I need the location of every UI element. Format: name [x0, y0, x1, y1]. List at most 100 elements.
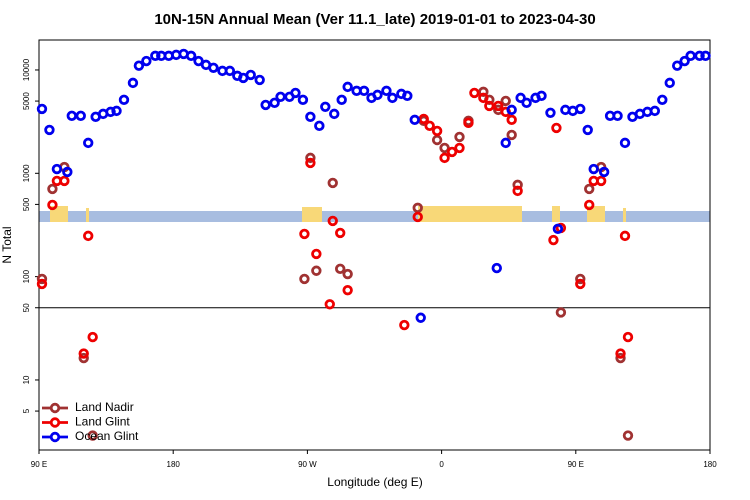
point — [584, 183, 595, 195]
land-patch — [302, 207, 322, 222]
point — [493, 100, 504, 112]
point — [575, 273, 586, 285]
y-tick-label: 5000 — [22, 92, 31, 110]
point — [622, 331, 634, 343]
point — [424, 120, 435, 132]
point — [329, 108, 340, 120]
land-patch — [50, 206, 68, 222]
point — [193, 55, 204, 67]
point — [463, 117, 474, 129]
point — [83, 230, 94, 242]
point — [78, 348, 89, 359]
land-patch — [587, 206, 605, 222]
point — [649, 105, 661, 117]
point — [409, 114, 420, 126]
point — [47, 183, 58, 195]
point — [127, 77, 139, 89]
point — [311, 248, 322, 260]
y-axis-label: N Total — [0, 226, 14, 263]
point — [335, 227, 346, 239]
point — [208, 62, 219, 73]
chart-title: 10N-15N Annual Mean (Ver 11.1_late) 2019… — [154, 11, 595, 28]
point — [500, 137, 511, 149]
point — [700, 50, 711, 62]
point — [118, 94, 130, 106]
point — [619, 230, 631, 242]
point — [275, 91, 286, 102]
point — [694, 50, 705, 62]
y-tick-label: 1000 — [22, 164, 31, 182]
point — [506, 129, 517, 141]
x-tick-label: 90 W — [298, 460, 317, 469]
point — [584, 199, 595, 211]
point — [582, 124, 593, 136]
point — [431, 134, 443, 146]
point — [62, 166, 73, 178]
point — [664, 77, 675, 89]
point — [575, 278, 586, 290]
point — [506, 104, 517, 116]
x-tick-label: 180 — [167, 460, 181, 469]
point — [335, 263, 346, 275]
point — [469, 87, 480, 99]
ocean-band — [39, 211, 710, 222]
point — [555, 307, 567, 318]
point — [412, 202, 423, 214]
point — [372, 89, 383, 101]
point — [260, 99, 271, 111]
point — [478, 86, 489, 98]
point — [327, 177, 338, 189]
legend-marker — [49, 431, 61, 443]
point — [575, 103, 586, 115]
point — [224, 65, 236, 77]
point — [439, 142, 450, 154]
point — [299, 273, 310, 285]
point — [87, 331, 98, 343]
point — [671, 60, 683, 71]
legend-marker — [49, 402, 61, 414]
point — [327, 215, 338, 227]
x-tick-label: 90 E — [31, 460, 47, 469]
point — [305, 111, 316, 123]
point — [290, 87, 301, 99]
x-tick-label: 180 — [703, 460, 717, 469]
point — [342, 81, 353, 93]
point — [254, 74, 265, 86]
point — [36, 273, 48, 285]
y-tick-label: 10000 — [22, 58, 31, 81]
point — [36, 278, 48, 290]
land-patch — [86, 208, 89, 222]
point — [679, 55, 690, 67]
point — [588, 163, 599, 175]
point — [311, 265, 322, 276]
point — [105, 106, 116, 118]
point — [358, 85, 370, 97]
point — [47, 199, 58, 211]
point — [545, 107, 556, 119]
point — [446, 146, 458, 158]
legend-marker — [49, 417, 61, 428]
point — [536, 90, 547, 102]
point — [324, 299, 335, 310]
point — [305, 152, 316, 164]
point — [399, 319, 410, 331]
point — [552, 223, 564, 235]
point — [615, 348, 626, 359]
point — [111, 105, 122, 117]
point — [595, 175, 607, 187]
point — [245, 69, 256, 81]
point — [478, 92, 489, 104]
point — [515, 92, 526, 104]
point — [551, 122, 562, 134]
point — [512, 179, 523, 191]
point — [548, 234, 559, 246]
y-tick-label: 100 — [22, 269, 31, 283]
point — [512, 185, 523, 197]
point — [59, 175, 70, 187]
point — [622, 430, 634, 441]
point — [75, 110, 86, 122]
land-patch — [418, 206, 522, 222]
legend-label: Ocean Glint — [75, 429, 139, 443]
point — [619, 137, 631, 149]
